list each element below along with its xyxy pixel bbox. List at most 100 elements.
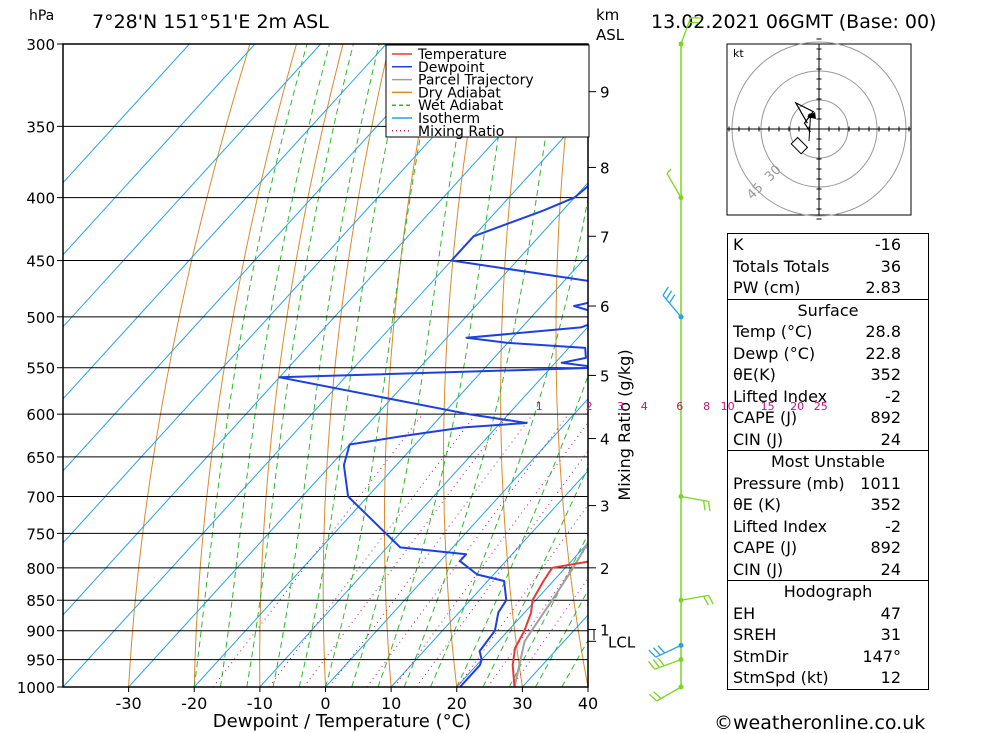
km-unit-label: km [596, 6, 619, 24]
legend-label-wet_adiabat: Wet Adiabat [418, 98, 504, 114]
dewpoint-line [278, 184, 588, 687]
wet-adiabat-line [482, 466, 588, 687]
pressure-tick-label: 500 [26, 309, 55, 327]
location-title: 7°28'N 151°51'E 2m ASL [92, 11, 329, 33]
wet-adiabat-line [272, 44, 380, 687]
mixing-ratio-label: 3 [617, 400, 624, 413]
pressure-tick-label: 800 [26, 560, 55, 578]
temperature-tick-label: 20 [447, 694, 467, 713]
wet-adiabat-line [351, 44, 474, 687]
wet-adiabat-line [430, 195, 588, 687]
hodograph-index-value: 12 [880, 668, 901, 687]
temperature-tick-label: 40 [578, 694, 598, 713]
wind-barb-shaft [680, 495, 709, 503]
x-axis-label: Dewpoint / Temperature (°C) [213, 711, 471, 732]
isotherm-line [63, 44, 453, 472]
legend-label-isotherm: Isotherm [418, 111, 480, 127]
legend-label-temperature: Temperature [417, 47, 507, 63]
wind-barb-flag [652, 647, 661, 656]
wind-barb-flag [653, 691, 662, 699]
wind-barb-flag [648, 660, 656, 670]
pressure-tick-label: 300 [26, 36, 55, 54]
mixing-ratio-label: 15 [761, 400, 775, 413]
wet-adiabat-line [246, 44, 354, 687]
surface-index-row: CIN (J) 24 [728, 429, 928, 451]
most-unstable-index-value: 892 [870, 538, 901, 557]
pressure-tick-label: 400 [26, 190, 55, 208]
mixing-ratio-label: 20 [790, 400, 804, 413]
mixing-ratio-line [457, 504, 588, 687]
km-tick-label: 7 [600, 228, 610, 246]
pressure-tick-label: 700 [26, 489, 55, 507]
wind-barb-flag [702, 500, 706, 511]
most-unstable-index-row: CIN (J) 24 [728, 559, 928, 581]
hodograph-index-value: 47 [880, 603, 901, 623]
general-index-value: 2.83 [865, 278, 901, 297]
temperature-upper-line [684, 44, 685, 70]
dry-adiabat-line [661, 44, 719, 687]
surface-index-label: Temp (°C) [733, 322, 813, 341]
most-unstable-index-value: 352 [870, 495, 901, 514]
temperature-tick-label: 0 [320, 694, 330, 713]
mixing-ratio-line [329, 413, 534, 687]
surface-index-label: Dewp (°C) [733, 343, 816, 363]
isotherm-line [390, 470, 588, 687]
wind-barb-flag [665, 290, 673, 300]
hodograph-index-row: StmDir 147° [728, 646, 928, 668]
wind-barb-shaft [666, 173, 682, 198]
mixing-ratio-label: 25 [814, 400, 828, 413]
mixing-ratio-label: 6 [676, 400, 683, 413]
legend-box [385, 44, 590, 138]
wet-adiabat-line [456, 374, 588, 687]
hodograph-index-label: EH [733, 603, 756, 623]
mixing-ratio-axis-label: Mixing Ratio (g/kg) [615, 349, 634, 500]
hodograph-index-row: SREH 31 [728, 624, 928, 646]
wind-barb-flag [703, 595, 709, 606]
wind-barb-flag [648, 693, 658, 702]
most-unstable-index-value: 24 [880, 559, 901, 579]
wind-barb-flag [668, 294, 676, 304]
general-index-label: PW (cm) [733, 278, 801, 297]
hodograph-section-title: Hodograph [728, 580, 928, 603]
isotherm-line [63, 44, 190, 184]
general-index-row: Totals Totals 36 [728, 256, 928, 278]
pressure-tick-label: 650 [26, 449, 55, 467]
pressure-tick-label: 850 [26, 592, 55, 610]
surface-index-value: 24 [880, 429, 901, 449]
isobars [63, 44, 588, 687]
surface-index-row: CAPE (J) 892 [728, 407, 928, 429]
hodograph-index-value: 31 [880, 625, 901, 644]
most-unstable-index-label: CAPE (J) [733, 538, 798, 557]
surface-index-row: Lifted Index -2 [728, 386, 928, 408]
mixing-ratio-line [268, 413, 477, 687]
isotherm-line [325, 398, 588, 687]
km-tick-label: 1 [600, 622, 610, 640]
most-unstable-index-row: θE (K) 352 [728, 494, 928, 516]
wind-barb-flag [666, 168, 672, 174]
isotherm-line [63, 44, 387, 400]
most-unstable-index-label: θE (K) [733, 495, 781, 514]
wind-barb-flag [657, 645, 666, 654]
surface-index-label: θE(K) [733, 365, 776, 384]
general-index-label: K [733, 235, 744, 254]
pressure-tick-label: 600 [26, 406, 55, 424]
surface-index-label: CIN (J) [733, 429, 784, 449]
surface-index-value: 28.8 [865, 322, 901, 341]
general-index-label: Totals Totals [733, 256, 830, 276]
pressure-tick-label: 900 [26, 623, 55, 641]
wind-barb-shaft [656, 686, 682, 702]
wind-barb-flag [662, 286, 669, 296]
legend-label-dry_adiabat: Dry Adiabat [418, 85, 501, 101]
legend-label-mixing_ratio: Mixing Ratio [418, 124, 504, 140]
wind-barb-flag [657, 657, 665, 667]
isotherm-line [63, 44, 584, 616]
temperature-tick-label: -30 [116, 694, 142, 713]
km-tick-label: 8 [600, 159, 610, 177]
wind-barb-flag [648, 649, 657, 658]
wet-adiabat-line [508, 533, 588, 687]
km-tick-label: 2 [600, 560, 610, 578]
wind-barb-flag [652, 659, 660, 668]
legend-label-parcel: Parcel Trajectory [418, 73, 534, 89]
asl-label: ASL [596, 26, 625, 44]
